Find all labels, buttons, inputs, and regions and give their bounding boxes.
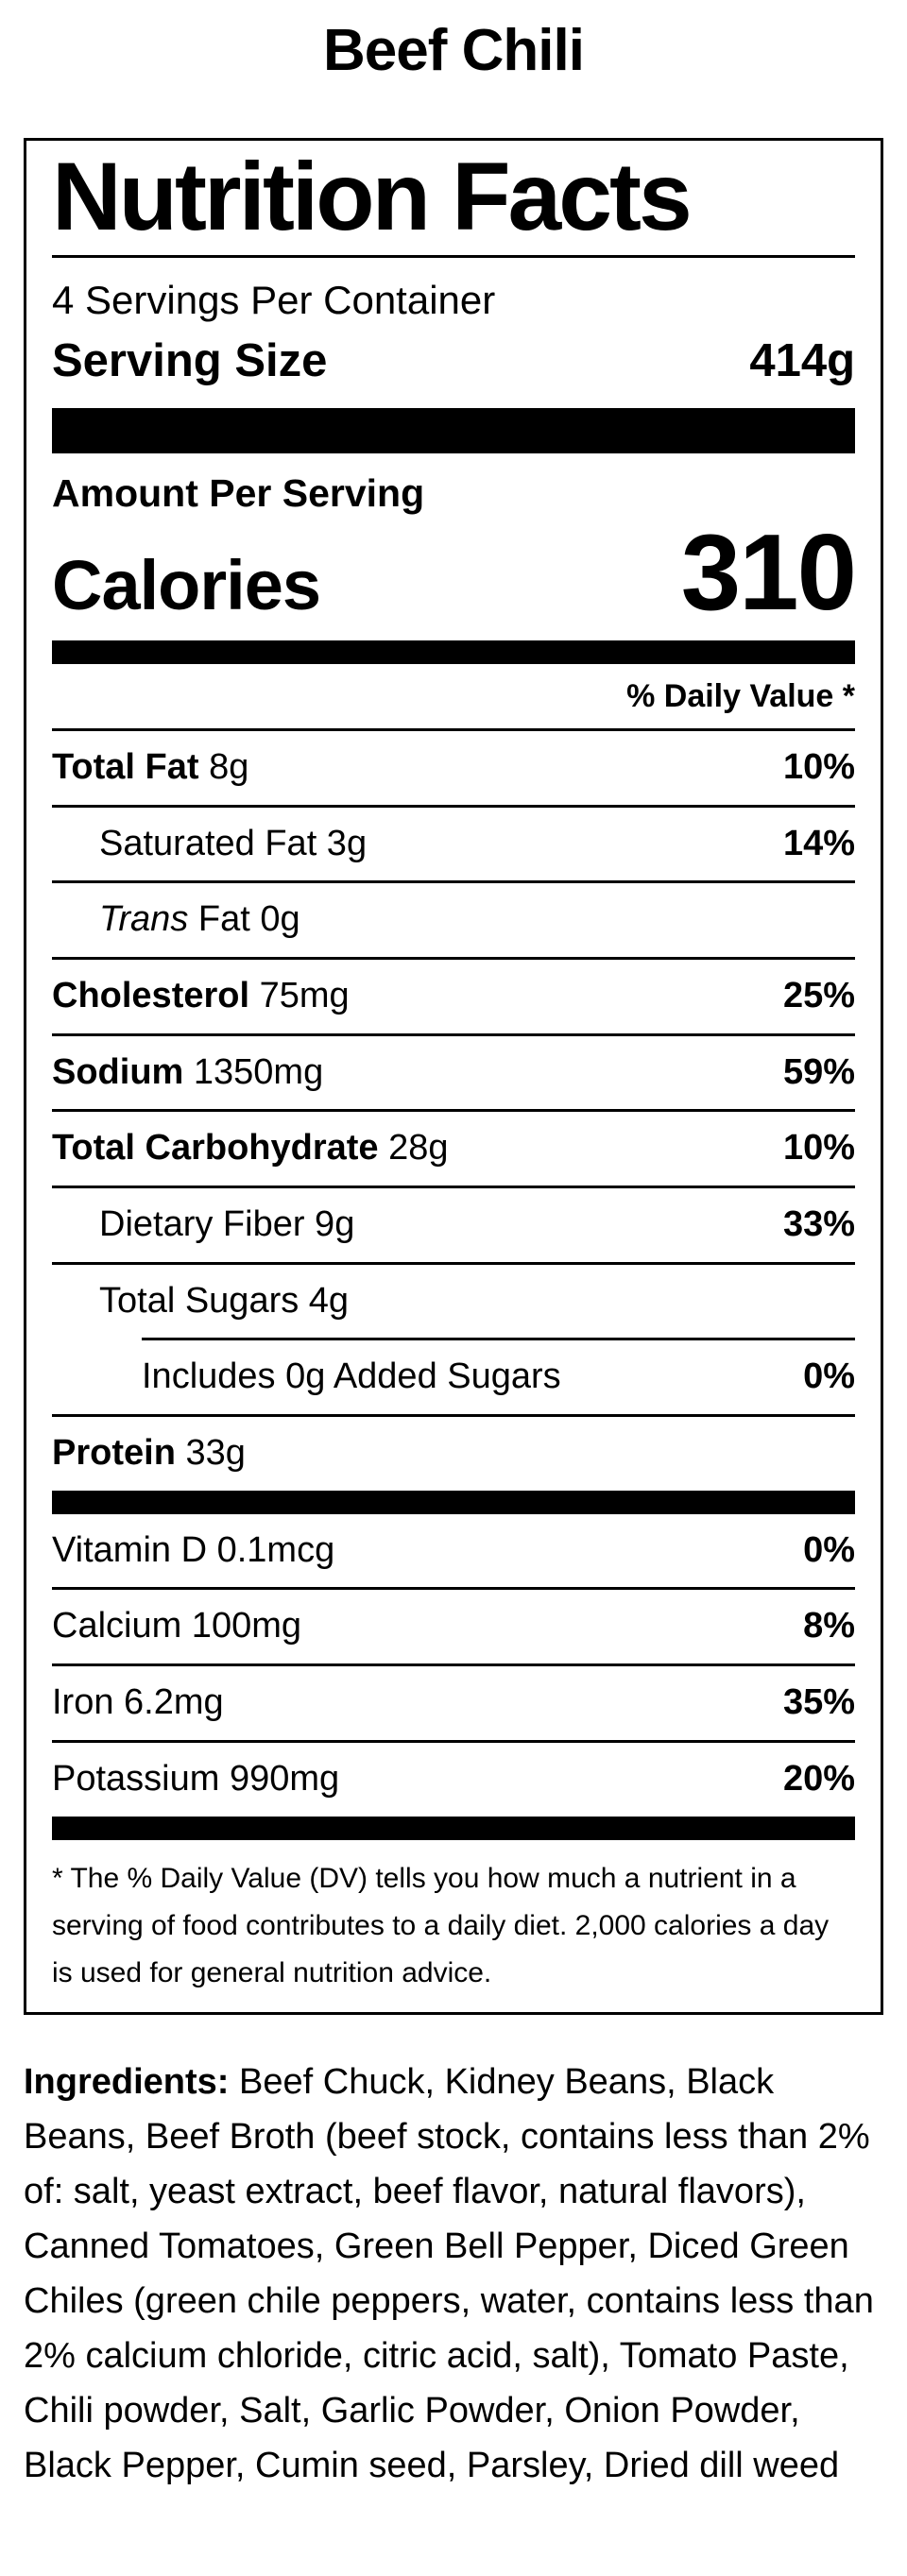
nutrient-name: Sodium bbox=[52, 1051, 184, 1092]
nutrient-daily-value: 25% bbox=[782, 975, 855, 1015]
calories-row: Calories 310 bbox=[52, 513, 857, 634]
nutrient-row-left: Protein 33g bbox=[52, 1433, 246, 1475]
daily-value-header: % Daily Value * bbox=[52, 664, 855, 731]
nutrition-facts-heading: Nutrition Facts bbox=[52, 143, 693, 251]
nutrient-name: Includes 0g Added Sugars bbox=[142, 1356, 561, 1397]
nutrient-row: Iron 6.2mg 35% bbox=[52, 1663, 855, 1740]
nutrient-row-left: Iron 6.2mg bbox=[52, 1682, 224, 1724]
nutrient-name: Total Sugars bbox=[99, 1280, 299, 1321]
nutrient-row-left: Cholesterol 75mg bbox=[52, 976, 350, 1017]
nutrient-row-left: Trans Fat 0g bbox=[99, 899, 300, 941]
nutrient-amount: 1350mg bbox=[183, 1051, 324, 1092]
nutrient-row: Sodium 1350mg 59% bbox=[52, 1032, 855, 1110]
nutrient-name: Cholesterol bbox=[52, 975, 250, 1015]
nutrient-daily-value: 0% bbox=[803, 1356, 855, 1397]
nutrient-row-left: Includes 0g Added Sugars bbox=[142, 1356, 561, 1398]
calories-label: Calories bbox=[52, 546, 321, 625]
serving-size-row: Serving Size 414g bbox=[52, 334, 855, 387]
medium-separator-bar bbox=[52, 1816, 855, 1840]
nutrient-amount: 75mg bbox=[249, 975, 350, 1015]
nutrient-daily-value: 10% bbox=[782, 746, 855, 787]
nutrient-amount: 6.2mg bbox=[113, 1682, 224, 1723]
nutrient-daily-value: 59% bbox=[782, 1051, 855, 1092]
ingredients-section: Ingredients: Beef Chuck, Kidney Beans, B… bbox=[24, 2055, 883, 2493]
nutrient-amount: 33g bbox=[175, 1433, 246, 1474]
nutrient-row: Calcium 100mg 8% bbox=[52, 1587, 855, 1663]
nutrient-row: Includes 0g Added Sugars 0% bbox=[142, 1338, 855, 1414]
product-title: Beef Chili bbox=[323, 18, 585, 83]
nutrient-row: Total Sugars 4g bbox=[52, 1261, 855, 1339]
nutrition-facts-panel: Nutrition Facts 4 Servings Per Container… bbox=[24, 138, 883, 2015]
nutrient-row: Dietary Fiber 9g 33% bbox=[52, 1186, 855, 1262]
nutrient-row-left: Total Sugars 4g bbox=[99, 1281, 349, 1322]
serving-size-value: 414g bbox=[749, 334, 855, 386]
micronutrient-rows: Vitamin D 0.1mcg 0% Calcium 100mg 8% Iro… bbox=[52, 1514, 855, 1817]
ingredients-label: Ingredients: bbox=[24, 2061, 230, 2102]
nutrient-row: Saturated Fat 3g 14% bbox=[52, 804, 855, 881]
nutrient-amount: 28g bbox=[378, 1128, 449, 1169]
nutrient-name: Calcium bbox=[52, 1606, 182, 1646]
servings-per-container: 4 Servings Per Container bbox=[52, 278, 496, 323]
nutrient-daily-value: 20% bbox=[782, 1758, 855, 1799]
nutrient-row: Cholesterol 75mg 25% bbox=[52, 956, 855, 1033]
nutrient-row-left: Dietary Fiber 9g bbox=[99, 1204, 354, 1246]
nutrient-row: Protein 33g bbox=[52, 1414, 855, 1491]
nutrient-amount: 3g bbox=[317, 823, 368, 863]
serving-size-label: Serving Size bbox=[52, 334, 328, 386]
nutrient-amount: 990mg bbox=[219, 1758, 340, 1799]
nutrient-name: Total Carbohydrate bbox=[52, 1128, 379, 1169]
nutrient-daily-value: 35% bbox=[782, 1682, 855, 1723]
nutrient-row: Total Carbohydrate 28g 10% bbox=[52, 1109, 855, 1186]
nutrient-name: Iron bbox=[52, 1682, 114, 1723]
nutrient-row-left: Total Carbohydrate 28g bbox=[52, 1128, 449, 1169]
nutrient-row: Trans Fat 0g bbox=[52, 880, 855, 957]
nutrient-rows: Total Fat 8g 10% Saturated Fat 3g 14% Tr… bbox=[52, 731, 855, 1491]
nutrient-row: Total Fat 8g 10% bbox=[52, 731, 855, 805]
medium-separator-bar bbox=[52, 640, 855, 664]
nutrient-row-left: Total Fat 8g bbox=[52, 747, 248, 789]
heading-divider bbox=[52, 255, 855, 259]
nutrient-row: Potassium 990mg 20% bbox=[52, 1739, 855, 1817]
nutrient-daily-value: 8% bbox=[803, 1606, 855, 1646]
amount-per-serving-label: Amount Per Serving bbox=[52, 471, 425, 516]
nutrient-row-left: Saturated Fat 3g bbox=[99, 824, 367, 865]
nutrient-amount: 4g bbox=[299, 1280, 350, 1321]
nutrient-row-left: Sodium 1350mg bbox=[52, 1052, 323, 1094]
nutrient-amount: 0.1mcg bbox=[207, 1529, 335, 1570]
nutrient-name: Total Fat bbox=[52, 746, 199, 787]
nutrient-daily-value: 0% bbox=[803, 1529, 855, 1570]
nutrient-row-left: Potassium 990mg bbox=[52, 1759, 339, 1800]
nutrient-row-left: Calcium 100mg bbox=[52, 1606, 301, 1647]
nutrient-amount: 100mg bbox=[181, 1606, 301, 1646]
nutrient-amount: 9g bbox=[304, 1204, 355, 1245]
nutrient-name: Dietary Fiber bbox=[99, 1204, 305, 1245]
nutrient-name: Vitamin D bbox=[52, 1529, 208, 1570]
nutrient-name: Trans bbox=[99, 899, 189, 940]
thick-separator-bar bbox=[52, 408, 855, 454]
nutrient-row: Vitamin D 0.1mcg 0% bbox=[52, 1514, 855, 1588]
nutrient-row-left: Vitamin D 0.1mcg bbox=[52, 1530, 334, 1572]
nutrient-amount: 8g bbox=[198, 746, 249, 787]
ingredients-text: Beef Chuck, Kidney Beans, Black Beans, B… bbox=[24, 2061, 874, 2485]
nutrient-amount: Fat 0g bbox=[188, 899, 300, 940]
nutrient-daily-value: 14% bbox=[782, 823, 855, 863]
daily-value-footnote: * The % Daily Value (DV) tells you how m… bbox=[52, 1862, 830, 1988]
nutrient-daily-value: 33% bbox=[782, 1204, 855, 1245]
nutrient-name: Saturated Fat bbox=[99, 823, 317, 863]
nutrient-name: Potassium bbox=[52, 1758, 220, 1799]
nutrient-name: Protein bbox=[52, 1433, 176, 1474]
calories-value: 310 bbox=[680, 513, 857, 634]
medium-separator-bar bbox=[52, 1490, 855, 1514]
nutrient-daily-value: 10% bbox=[782, 1128, 855, 1169]
